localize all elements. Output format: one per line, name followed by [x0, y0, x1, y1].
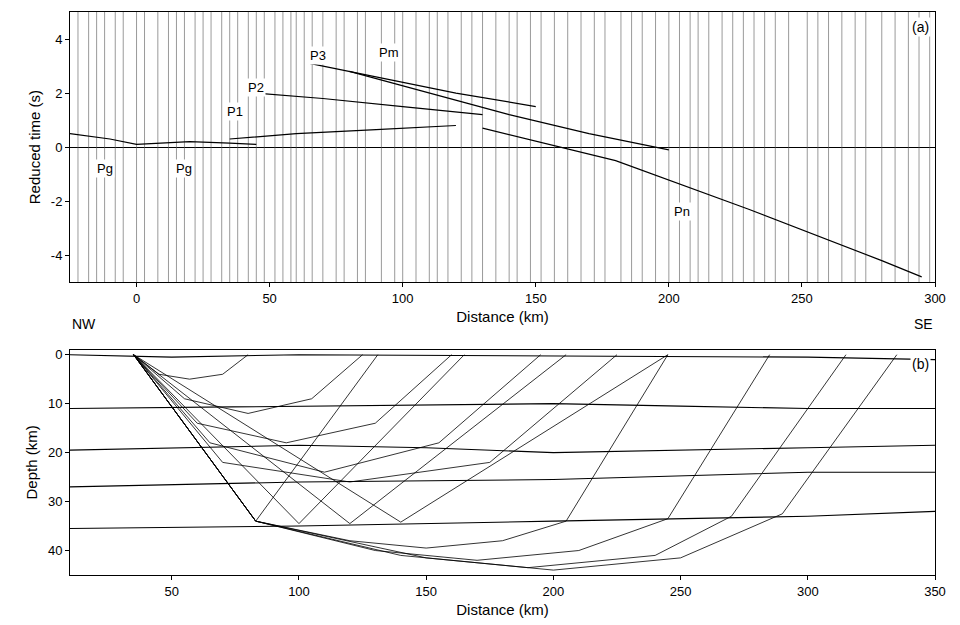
- svg-text:300: 300: [924, 291, 946, 306]
- svg-text:300: 300: [797, 584, 819, 599]
- svg-text:0: 0: [55, 140, 62, 155]
- svg-text:200: 200: [658, 291, 680, 306]
- svg-text:SE: SE: [914, 316, 933, 332]
- svg-text:40: 40: [48, 543, 62, 558]
- svg-text:P2: P2: [248, 80, 264, 95]
- svg-text:20: 20: [48, 445, 62, 460]
- svg-text:4: 4: [55, 32, 62, 47]
- svg-text:P3: P3: [310, 48, 326, 63]
- svg-text:P1: P1: [227, 104, 243, 119]
- svg-text:30: 30: [48, 494, 62, 509]
- svg-text:2: 2: [55, 86, 62, 101]
- svg-text:Pm: Pm: [379, 45, 399, 60]
- svg-text:100: 100: [392, 291, 414, 306]
- svg-text:200: 200: [543, 584, 565, 599]
- svg-text:(a): (a): [912, 19, 929, 35]
- svg-text:250: 250: [791, 291, 813, 306]
- svg-text:50: 50: [262, 291, 276, 306]
- svg-text:0: 0: [55, 347, 62, 362]
- svg-text:Distance (km): Distance (km): [456, 308, 549, 325]
- svg-text:10: 10: [48, 396, 62, 411]
- svg-text:Pn: Pn: [674, 204, 690, 219]
- svg-text:Pg: Pg: [97, 161, 113, 176]
- svg-text:Pg: Pg: [176, 161, 192, 176]
- svg-text:Depth (km): Depth (km): [23, 425, 40, 499]
- svg-text:(b): (b): [912, 356, 929, 372]
- svg-text:Reduced time (s): Reduced time (s): [26, 90, 43, 204]
- svg-text:350: 350: [924, 584, 946, 599]
- svg-text:-4: -4: [51, 248, 63, 263]
- svg-text:NW: NW: [72, 316, 96, 332]
- svg-text:50: 50: [165, 584, 179, 599]
- svg-text:100: 100: [288, 584, 310, 599]
- svg-text:150: 150: [415, 584, 437, 599]
- svg-text:250: 250: [670, 584, 692, 599]
- svg-text:0: 0: [133, 291, 140, 306]
- svg-text:-2: -2: [51, 194, 63, 209]
- svg-text:Distance (km): Distance (km): [456, 601, 549, 618]
- svg-text:150: 150: [525, 291, 547, 306]
